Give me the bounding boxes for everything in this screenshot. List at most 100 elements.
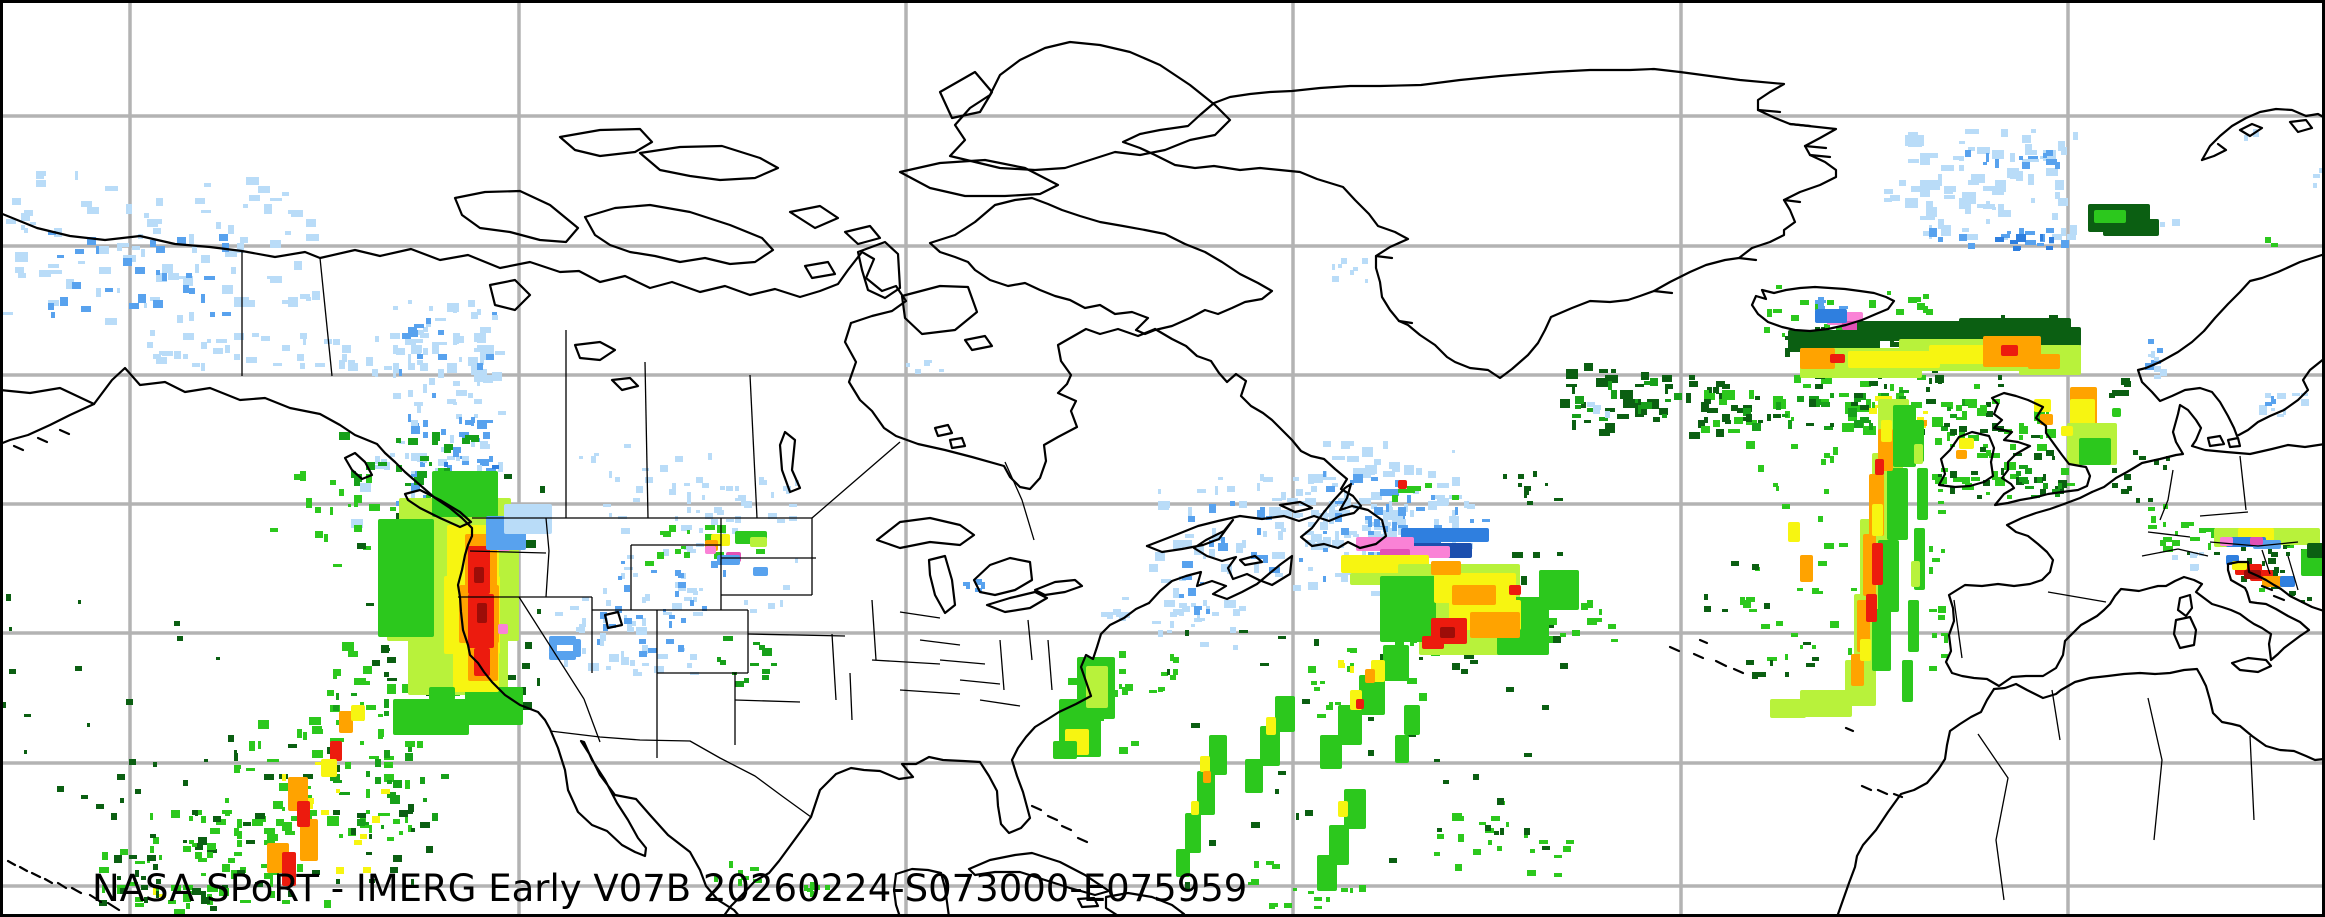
precip-speck: [468, 357, 478, 366]
precip-speck: [192, 363, 200, 367]
precip-speck: [1815, 303, 1819, 310]
coastline-path: [488, 278, 532, 312]
precip-speck: [1824, 453, 1830, 458]
precip-speck: [1281, 492, 1286, 500]
precip-speck: [1239, 630, 1248, 633]
precip-speck: [225, 798, 229, 803]
border-path: [747, 633, 846, 637]
precip-speck: [2019, 156, 2023, 160]
precip-speck: [405, 483, 411, 486]
precip-speck: [1731, 561, 1739, 566]
precip-speck: [795, 558, 798, 563]
precip-speck: [2259, 405, 2267, 411]
precip-core: [1866, 594, 1877, 622]
precip-speck: [2157, 348, 2163, 353]
precip-speck: [1791, 444, 1798, 449]
precip-speck: [411, 426, 420, 434]
precip-speck: [216, 339, 227, 343]
precip-speck: [2259, 408, 2267, 415]
precip-speck: [225, 813, 230, 816]
precip-speck: [450, 435, 454, 443]
precip-speck: [471, 423, 474, 426]
precip-speck: [1203, 555, 1206, 559]
precip-speck: [246, 357, 257, 363]
precip-speck: [1224, 600, 1236, 608]
precip-speck: [2040, 435, 2043, 439]
precip-speck: [2007, 495, 2012, 499]
precip-speck: [270, 276, 282, 283]
precip-core: [321, 759, 337, 777]
precip-speck: [150, 834, 156, 838]
precip-speck: [183, 276, 193, 286]
precip-speck: [2028, 156, 2038, 159]
precip-speck: [504, 474, 512, 479]
precip-speck: [1932, 180, 1940, 190]
precip-speck: [312, 291, 320, 300]
precip-speck: [168, 900, 176, 904]
precip-speck: [333, 780, 342, 783]
precip-speck: [393, 345, 398, 354]
precip-speck: [606, 600, 611, 606]
precip-speck: [291, 816, 301, 821]
precip-speck: [303, 339, 306, 345]
precip-speck: [423, 327, 428, 332]
precip-speck: [261, 864, 268, 868]
precip-speck: [402, 333, 411, 339]
precip-speck: [2010, 240, 2018, 244]
precip-speck: [702, 606, 707, 611]
precip-speck: [1815, 384, 1823, 389]
precip-speck: [2019, 429, 2028, 434]
precip-speck: [1437, 483, 1449, 488]
precip-speck: [1212, 528, 1216, 535]
border-path: [959, 679, 1001, 685]
precip-speck: [162, 351, 173, 356]
precip-speck: [1323, 576, 1326, 582]
precip-speck: [36, 180, 46, 187]
precip-speck: [1923, 306, 1928, 313]
precip-speck: [2049, 237, 2054, 243]
precip-speck: [1389, 489, 1399, 496]
precip-speck: [384, 774, 394, 782]
precip-speck: [1848, 417, 1857, 421]
precip-speck: [1989, 453, 2000, 458]
precip-speck: [1350, 270, 1354, 275]
precip-speck: [408, 327, 417, 334]
precip-speck: [939, 369, 944, 372]
precip-speck: [243, 204, 248, 208]
precip-speck: [1575, 405, 1581, 409]
precip-speck: [1941, 225, 1951, 236]
precip-speck: [1344, 552, 1349, 556]
precip-speck: [642, 663, 649, 666]
precip-core: [1857, 321, 1979, 341]
coastline-path: [938, 70, 994, 120]
precip-speck: [2148, 339, 2154, 344]
precip-speck: [2016, 177, 2023, 181]
precip-core: [1317, 855, 1337, 891]
precip-speck: [1818, 306, 1825, 311]
precip-speck: [1269, 903, 1275, 909]
precip-speck: [1170, 654, 1174, 661]
precip-speck: [2265, 402, 2272, 406]
precip-speck: [2154, 357, 2159, 361]
precip-speck: [1344, 531, 1357, 535]
precip-speck: [2244, 135, 2248, 141]
precip-speck: [1452, 813, 1462, 821]
precip-speck: [1389, 501, 1392, 507]
precip-speck: [1839, 393, 1849, 397]
precip-speck: [714, 876, 718, 882]
coastline-path: [1145, 327, 1363, 548]
precip-core: [1356, 699, 1364, 709]
precip-core: [1878, 540, 1899, 612]
precip-core: [573, 639, 581, 657]
precip-speck: [1398, 489, 1405, 493]
precip-speck: [1362, 549, 1366, 555]
precip-speck: [1275, 522, 1284, 529]
precip-speck: [1839, 543, 1848, 547]
precip-speck: [1833, 447, 1838, 455]
precip-speck: [105, 288, 113, 292]
precip-speck: [87, 723, 90, 727]
coastline-path: [1030, 804, 1089, 844]
precip-speck: [1599, 369, 1608, 373]
precip-speck: [1434, 519, 1439, 526]
